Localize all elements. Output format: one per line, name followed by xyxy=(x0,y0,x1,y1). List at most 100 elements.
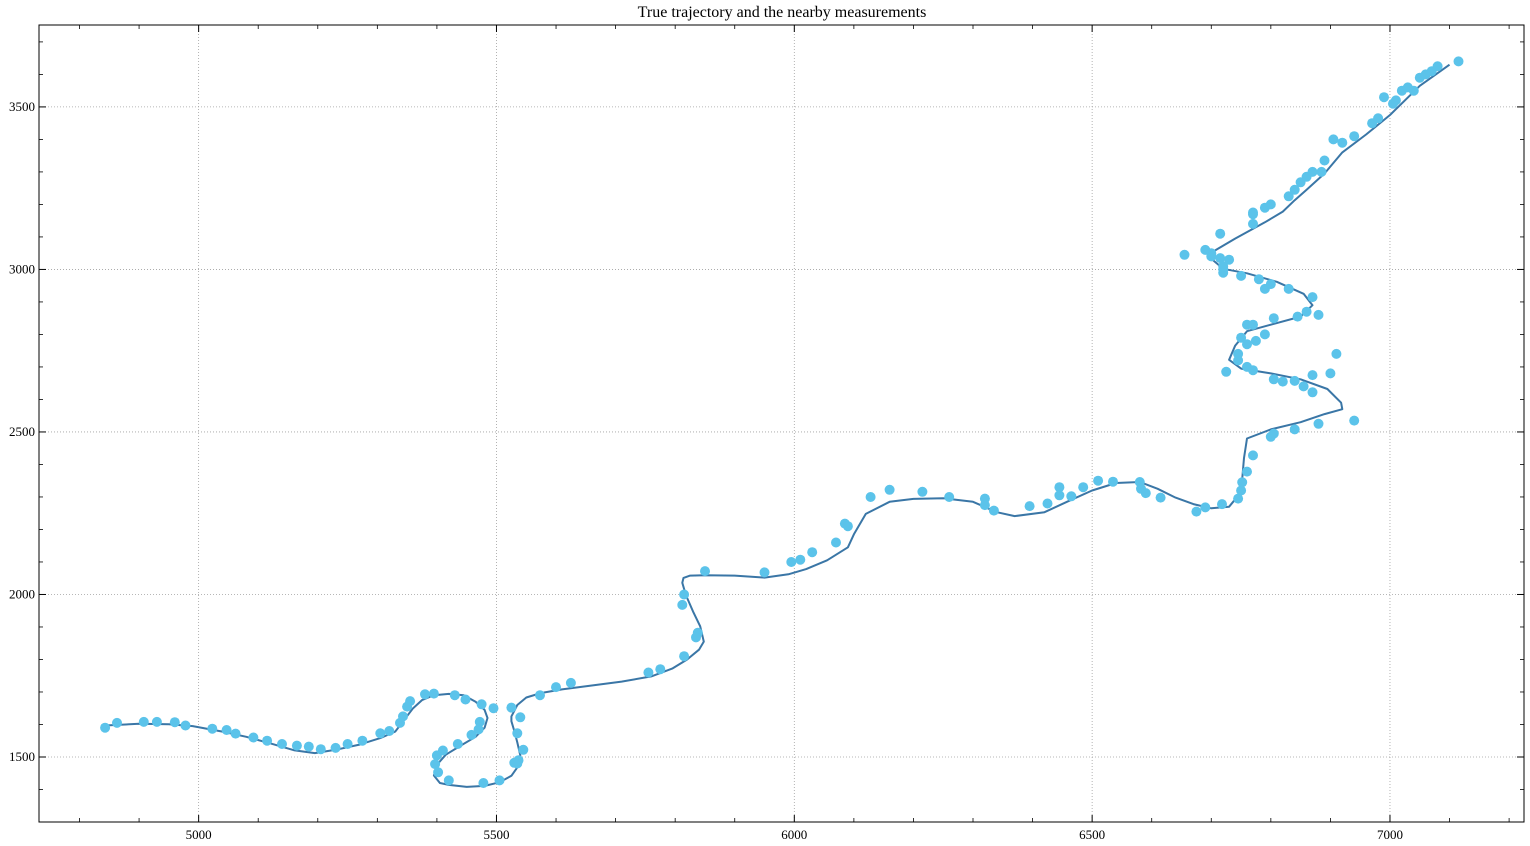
measurement-point xyxy=(691,632,701,643)
measurement-point xyxy=(1236,332,1247,343)
measurement-point xyxy=(1233,493,1244,504)
measurement-point xyxy=(565,677,576,688)
measurement-point xyxy=(433,767,444,778)
measurement-point xyxy=(476,699,487,710)
measurement-point xyxy=(1265,279,1276,290)
measurement-point xyxy=(1242,339,1252,350)
measurement-point xyxy=(207,723,218,734)
y-tick-label: 2000 xyxy=(9,586,35,601)
measurement-point xyxy=(1140,488,1151,499)
measurement-point xyxy=(1283,191,1294,202)
measurement-point xyxy=(1292,311,1303,322)
measurement-point xyxy=(518,744,529,755)
measurement-point xyxy=(535,690,545,701)
measurement-point xyxy=(1233,355,1244,366)
measurement-point xyxy=(1265,199,1276,210)
measurement-point xyxy=(1268,313,1279,324)
measurement-point xyxy=(449,690,460,701)
measurement-point xyxy=(865,492,876,502)
measurement-point xyxy=(1268,428,1279,439)
measurement-point xyxy=(277,739,287,749)
measurement-point xyxy=(1313,418,1324,429)
measurement-point xyxy=(515,712,526,723)
measurement-point xyxy=(509,757,520,768)
measurement-point xyxy=(488,703,499,714)
measurement-point xyxy=(330,742,341,753)
measurement-point xyxy=(1277,376,1288,387)
measurement-point xyxy=(431,750,442,761)
measurement-point xyxy=(1313,309,1324,320)
trajectory-series xyxy=(105,63,1451,788)
measurement-point xyxy=(1191,506,1202,517)
measurement-point xyxy=(1093,475,1104,486)
measurement-point xyxy=(679,651,690,662)
measurement-point xyxy=(1325,368,1336,379)
measurement-point xyxy=(1024,501,1035,512)
measurement-point xyxy=(342,739,353,749)
x-tick-label: 7000 xyxy=(1377,827,1403,842)
measurement-point xyxy=(1349,131,1360,142)
measurement-point xyxy=(1328,134,1339,145)
measurement-point xyxy=(1236,485,1247,496)
measurement-point xyxy=(375,728,386,739)
measurement-point xyxy=(807,547,818,558)
measurement-point xyxy=(884,484,895,495)
measurement-point xyxy=(1259,329,1270,340)
measurement-point xyxy=(795,554,806,565)
chart-title: True trajectory and the nearby measureme… xyxy=(638,4,927,21)
measurement-point xyxy=(1283,283,1294,294)
measurement-point xyxy=(759,567,770,578)
measurement-point xyxy=(151,716,162,727)
x-tick-label: 6500 xyxy=(1079,827,1105,842)
measurement-point xyxy=(1316,166,1327,177)
measurement-point xyxy=(917,486,928,497)
measurement-point xyxy=(506,702,517,713)
measurement-point xyxy=(1289,375,1300,386)
measurement-point xyxy=(1248,450,1258,461)
measurement-point xyxy=(512,728,523,739)
measurement-point xyxy=(230,728,241,739)
measurement-point xyxy=(831,537,841,548)
measurement-point xyxy=(405,696,416,707)
measurement-point xyxy=(1253,274,1264,285)
measurement-point xyxy=(420,689,430,700)
x-tick-label: 6000 xyxy=(781,827,807,842)
measurement-point xyxy=(1307,292,1318,303)
measurement-point xyxy=(1250,335,1261,346)
x-tick-label: 5000 xyxy=(186,827,212,842)
grid xyxy=(39,25,1524,822)
measurement-point xyxy=(384,726,395,736)
measurement-point xyxy=(398,711,408,722)
measurement-point xyxy=(551,682,561,693)
measurement-point xyxy=(1054,482,1065,493)
measurement-point xyxy=(180,720,191,731)
measurement-point xyxy=(1453,56,1464,67)
measurement-point xyxy=(1200,502,1211,513)
measurement-point xyxy=(643,667,654,678)
measurement-point xyxy=(1331,348,1342,359)
measurement-point xyxy=(478,778,489,788)
measurement-point xyxy=(248,732,259,743)
measurement-point xyxy=(1237,477,1248,488)
y-tick-label: 3000 xyxy=(9,261,35,276)
measurement-point xyxy=(1221,366,1232,377)
measurement-point xyxy=(1218,261,1229,272)
measurement-point xyxy=(1155,492,1166,503)
measurement-point xyxy=(315,744,326,755)
measurement-point xyxy=(1066,491,1077,502)
measurement-point xyxy=(1390,95,1401,106)
measurement-point xyxy=(1042,498,1053,509)
measurement-point xyxy=(1373,113,1384,124)
measurement-point xyxy=(1078,482,1089,493)
measurement-point xyxy=(1408,85,1419,96)
measurement-point xyxy=(1206,251,1217,262)
measurement-point xyxy=(1248,365,1258,376)
measurement-point xyxy=(944,492,955,502)
measurement-point xyxy=(452,739,463,749)
measurement-point xyxy=(1248,218,1258,229)
measurement-point xyxy=(1319,155,1330,166)
measurement-point xyxy=(1179,249,1190,260)
measurement-point xyxy=(1248,319,1258,330)
x-tick-label: 5500 xyxy=(483,827,509,842)
